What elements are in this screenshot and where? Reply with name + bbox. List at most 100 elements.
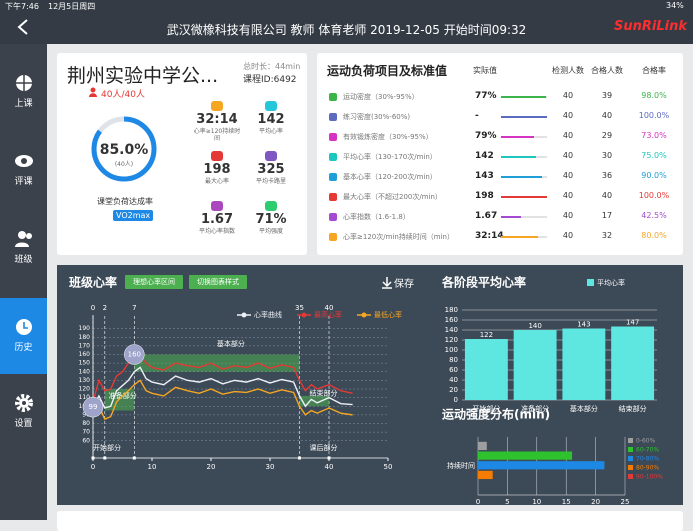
x-tick-label: 5 (505, 498, 509, 505)
legend-dot (301, 312, 307, 318)
hr-line (92, 379, 353, 421)
column-header: 合格率 (642, 66, 666, 75)
phase-label: 开始部分 (93, 443, 121, 452)
row-bar-track (501, 156, 547, 158)
row-actual: 143 (475, 171, 494, 181)
y-tick-label: 120 (79, 386, 91, 393)
row-tested: 40 (562, 191, 574, 200)
nav-item[interactable]: 设置 (0, 374, 47, 450)
legend-dot (241, 312, 247, 318)
y-tick-label: 70 (82, 429, 90, 436)
row-name: 心率≥120次/min持续时间（min） (343, 233, 454, 241)
row-bar (501, 96, 546, 98)
x-tick-label: 基本部分 (570, 404, 598, 413)
row-name: 基本心率（120-200次/min） (343, 173, 437, 181)
phase-tick (91, 456, 95, 460)
y-tick-label: 40 (449, 376, 458, 384)
x-tick-label: 20 (591, 498, 600, 505)
button[interactable] (189, 275, 247, 289)
row-rate: 42.5% (641, 211, 667, 220)
phase-mark-label: 40 (325, 304, 334, 312)
x-tick-label: 准备部分 (521, 404, 549, 413)
chart-title: 各阶段平均心率 (441, 275, 526, 290)
nav-item[interactable]: 评课 (0, 132, 47, 208)
row-passed: 17 (601, 211, 613, 220)
phase-label: 基本部分 (217, 339, 245, 348)
metric-value: 198 (203, 162, 231, 177)
y-tick-label: 180 (445, 306, 458, 314)
row-bar (501, 136, 535, 138)
phase-mark-label: 2 (103, 304, 107, 312)
bar (513, 330, 557, 400)
column-header: 合格人数 (591, 66, 623, 75)
x-tick-label: 0 (476, 498, 480, 505)
chart-title: 运动强度分布(min) (442, 407, 550, 422)
x-tick-label: 开始部分 (472, 404, 500, 413)
nav-item[interactable]: 上课 (0, 54, 47, 130)
y-tick-label: 190 (79, 325, 91, 332)
button-label: 理想心率区间 (133, 277, 175, 286)
nav-label: 设置 (14, 419, 33, 429)
bar-value-label: 147 (626, 319, 639, 327)
bar (478, 461, 605, 470)
metric-icon (211, 101, 223, 111)
x-tick-label: 25 (621, 498, 630, 505)
row-rate: 90.0% (641, 171, 667, 180)
metric-icon (265, 151, 277, 161)
row-name: 心率指数（1.6-1.8） (343, 213, 410, 221)
metric-value: 1.67 (200, 212, 234, 227)
metric-icon (265, 101, 277, 111)
y-tick-label: 180 (79, 334, 91, 341)
y-tick-label: 持续时间 (447, 461, 475, 470)
nav-label: 班级 (14, 255, 33, 265)
y-tick-label: 130 (79, 377, 91, 384)
metric-value: 142 (257, 112, 285, 127)
row-bar-track (501, 176, 547, 178)
metric-value: 32:14 (196, 112, 238, 127)
status-date: 12月5日周四 (48, 2, 96, 11)
phase-mark-label: 7 (132, 304, 136, 312)
top-bar: 下午7:46 12月5日周四 34% 武汉微橡科技有限公司 教师 体育老师 20… (0, 0, 693, 44)
metric-icon (211, 151, 223, 161)
nav-item[interactable]: 历史 (0, 298, 47, 374)
row-passed: 36 (601, 171, 613, 180)
row-icon (329, 173, 337, 181)
save-button[interactable]: 保存 (394, 277, 414, 290)
metric-label: 最大心率 (204, 178, 229, 185)
row-passed: 32 (601, 231, 613, 240)
row-rate: 75.0% (641, 151, 667, 160)
row-bar (501, 216, 521, 218)
phase-tick (132, 456, 136, 460)
row-tested: 40 (562, 211, 574, 220)
status-time: 下午7:46 (5, 2, 39, 11)
bar-value-label: 143 (577, 321, 590, 329)
row-rate: 100.0% (638, 191, 670, 200)
chart-panel: 班级心率理想心率区间切换图表样式保存心率曲线最高心率最低心率6070809010… (57, 265, 683, 506)
nav-item[interactable]: 班级 (0, 210, 47, 286)
course-id: 课程ID:6492 (243, 75, 297, 85)
legend-label: 70-80% (636, 456, 659, 463)
row-rate: 73.0% (641, 131, 667, 140)
row-actual: 32:14 (475, 231, 504, 241)
phase-tick (103, 456, 107, 460)
row-tested: 40 (562, 151, 574, 160)
y-tick-label: 140 (79, 368, 91, 375)
button-label: 切换图表样式 (197, 277, 239, 286)
y-tick-label: 140 (445, 326, 458, 334)
bar-value-label: 140 (528, 322, 541, 330)
button[interactable] (125, 275, 183, 289)
attendance: 40人/40人 (101, 90, 145, 100)
row-bar (501, 116, 547, 118)
y-tick-label: 120 (445, 336, 458, 344)
row-rate: 80.0% (641, 231, 667, 240)
row-actual: 79% (475, 131, 497, 141)
bar (611, 326, 655, 400)
row-rate: 98.0% (641, 91, 667, 100)
legend-swatch (628, 474, 633, 479)
phase-mark-label: 0 (91, 304, 95, 312)
row-name: 有效锻炼密度（30%-95%） (343, 133, 433, 141)
y-tick-label: 80 (449, 356, 458, 364)
y-tick-label: 150 (79, 360, 91, 367)
back-button[interactable] (16, 18, 30, 36)
